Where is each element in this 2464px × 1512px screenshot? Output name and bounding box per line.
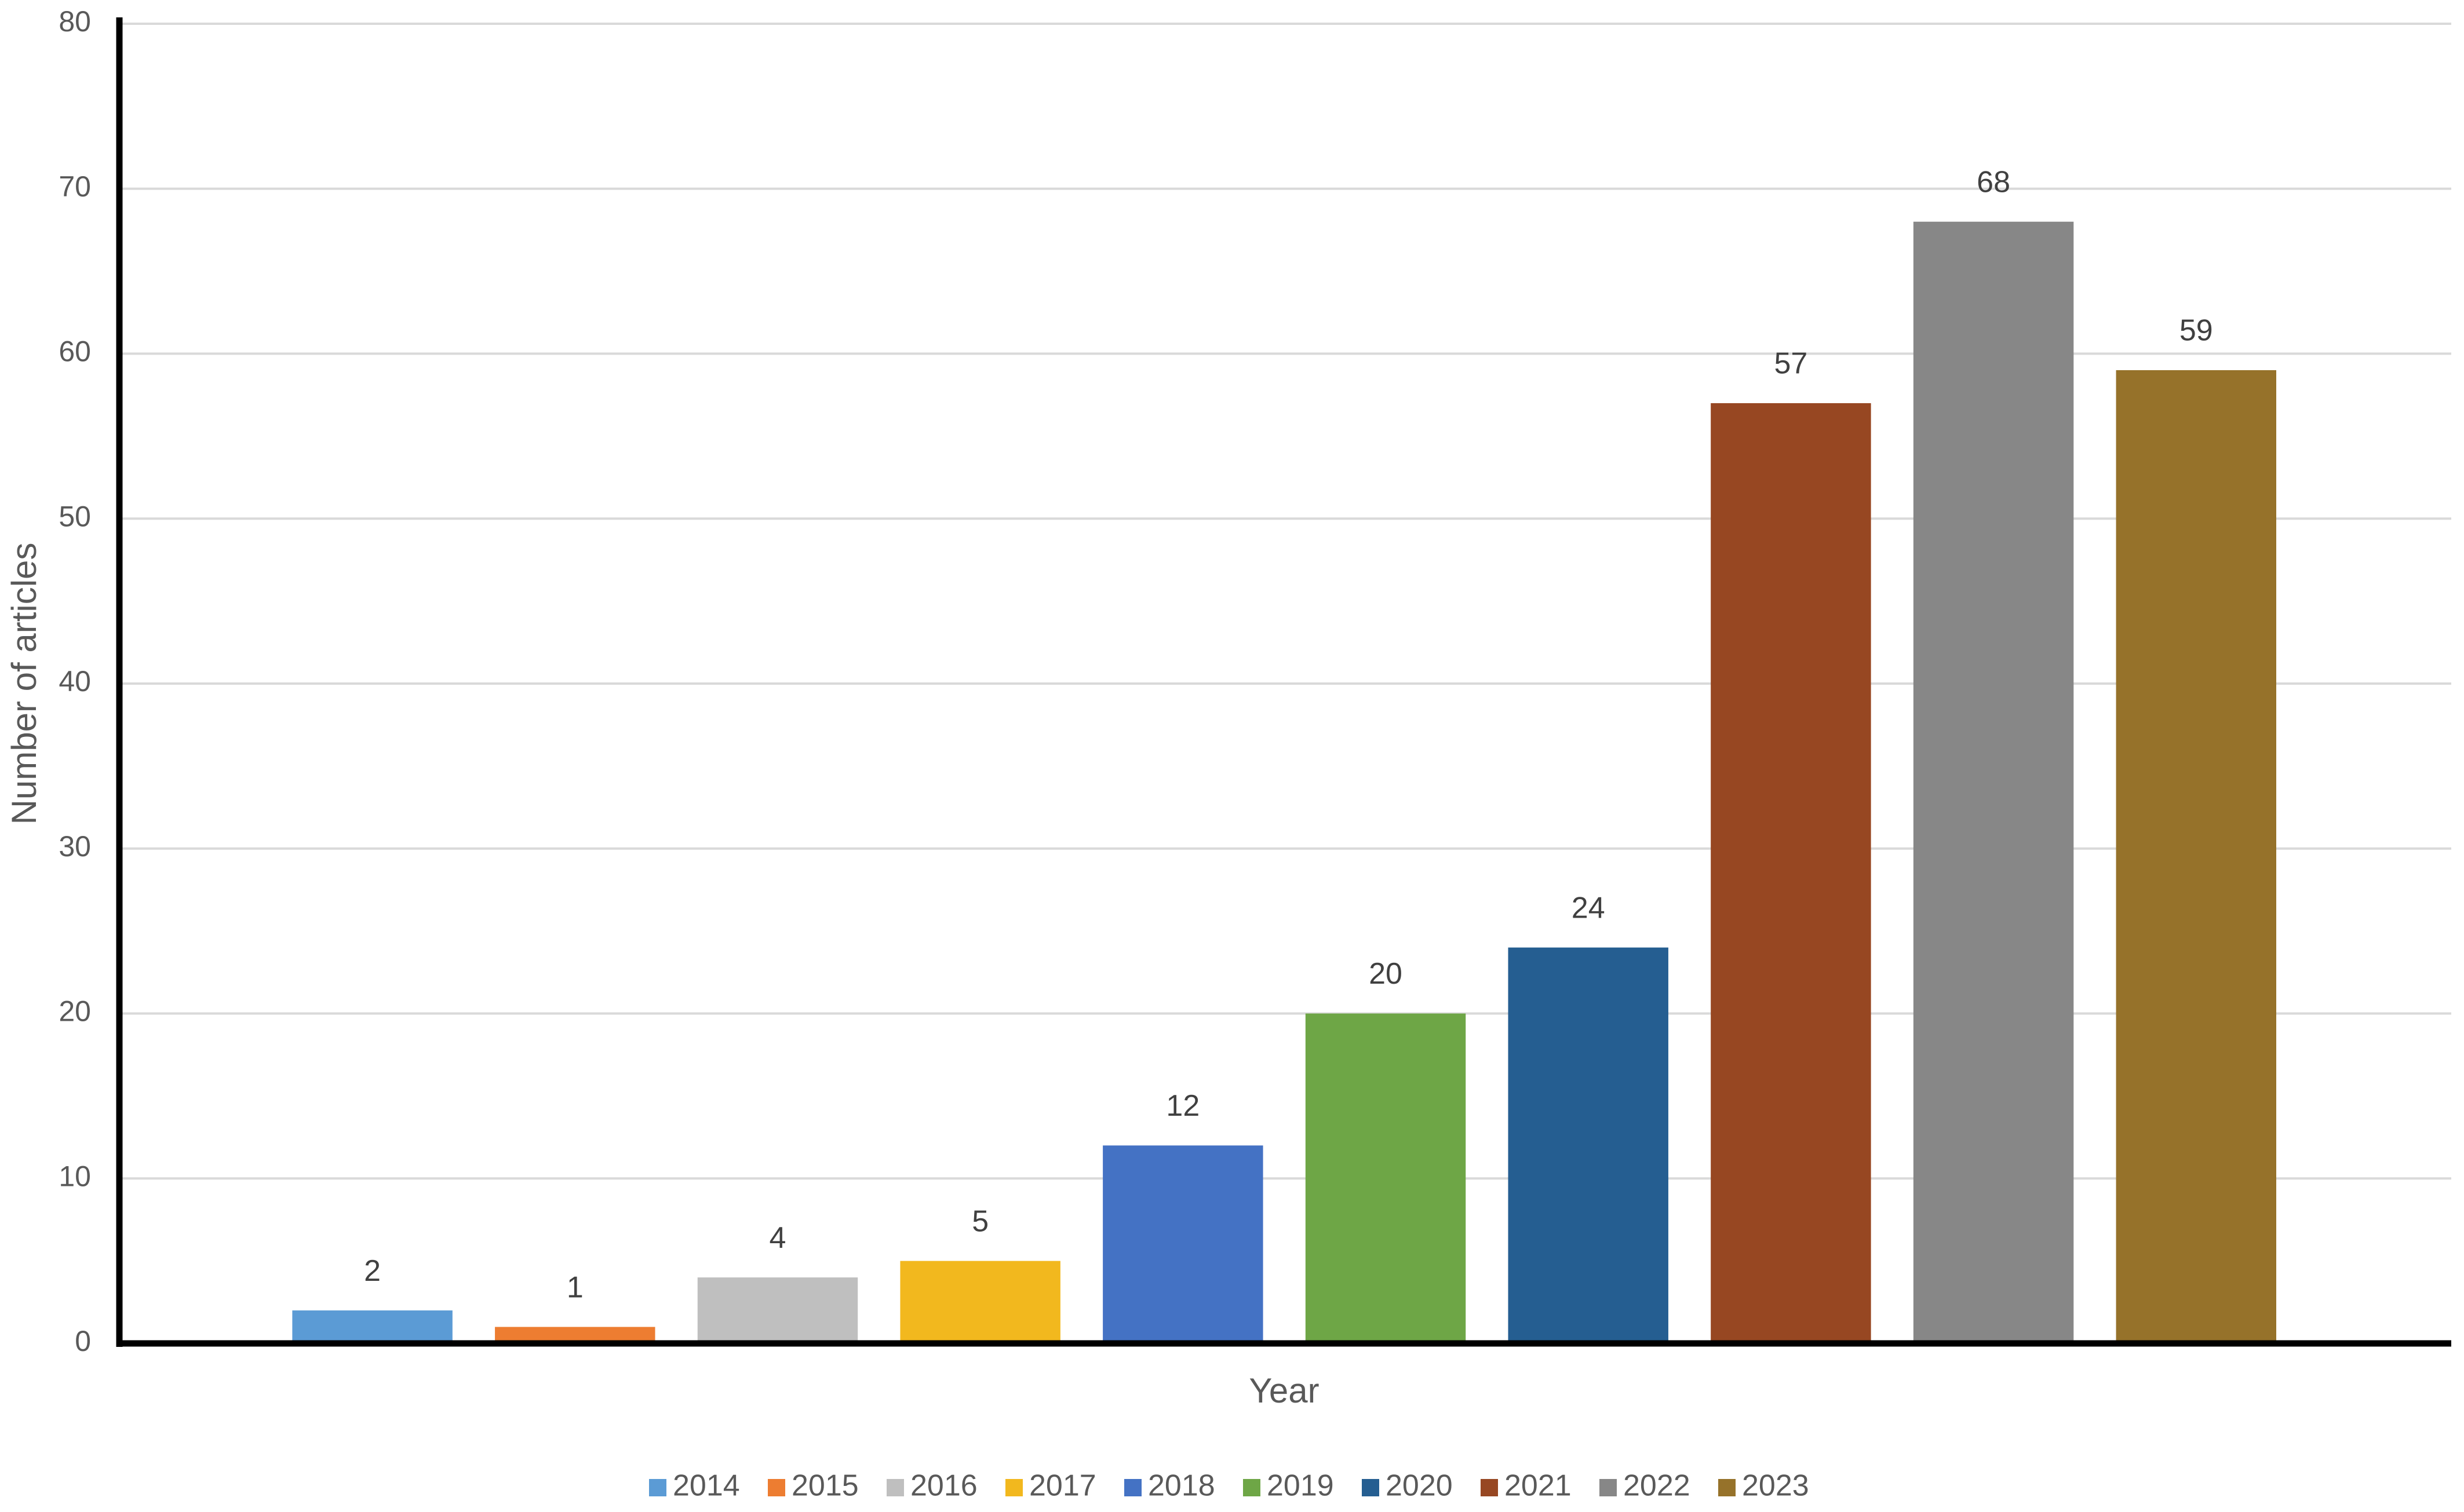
y-tick-label: 80: [59, 5, 91, 38]
y-tick-label: 20: [59, 995, 91, 1028]
bar: [1305, 1013, 1466, 1343]
legend-label: 2014: [673, 1469, 740, 1503]
data-label: 68: [1977, 165, 2010, 199]
legend-swatch: [649, 1479, 666, 1496]
legend-label: 2018: [1148, 1469, 1215, 1503]
bar: [697, 1277, 858, 1343]
y-tick-label: 0: [75, 1325, 91, 1357]
data-label: 57: [1774, 347, 1807, 381]
data-label: 24: [1572, 891, 1605, 925]
legend-swatch: [1124, 1479, 1142, 1496]
legend-label: 2020: [1386, 1469, 1453, 1503]
y-tick-label: 50: [59, 500, 91, 532]
data-label: 2: [364, 1254, 381, 1288]
legend-swatch: [1718, 1479, 1736, 1496]
legend-swatch: [1005, 1479, 1023, 1496]
legend-swatch: [768, 1479, 785, 1496]
legend-label: 2016: [910, 1469, 978, 1503]
legend-swatch: [1481, 1479, 1498, 1496]
bar: [1103, 1145, 1263, 1343]
bar: [2116, 370, 2276, 1343]
data-label: 12: [1166, 1089, 1200, 1123]
y-tick-label: 60: [59, 335, 91, 368]
bar: [292, 1310, 453, 1343]
bar: [1913, 221, 2074, 1344]
y-tick-label: 70: [59, 170, 91, 203]
bar: [1711, 403, 1871, 1343]
y-tick-label: 30: [59, 830, 91, 863]
legend-swatch: [1362, 1479, 1379, 1496]
legend-label: 2021: [1504, 1469, 1572, 1503]
data-label: 59: [2179, 314, 2213, 348]
data-label: 5: [972, 1204, 989, 1238]
legend-label: 2015: [792, 1469, 859, 1503]
data-label: 4: [770, 1221, 786, 1255]
legend-label: 2019: [1267, 1469, 1334, 1503]
bar: [1508, 947, 1668, 1343]
y-tick-label: 40: [59, 665, 91, 697]
y-tick-label: 10: [59, 1160, 91, 1192]
legend-swatch: [887, 1479, 904, 1496]
data-label: 20: [1369, 957, 1402, 991]
y-axis-title: Number of articles: [5, 543, 43, 825]
legend-label: 2017: [1029, 1469, 1096, 1503]
legend-swatch: [1599, 1479, 1617, 1496]
x-axis-title: Year: [1249, 1371, 1319, 1410]
legend-swatch: [1243, 1479, 1260, 1496]
legend-label: 2023: [1742, 1469, 1809, 1503]
bar: [900, 1261, 1060, 1343]
data-label: 1: [567, 1270, 584, 1304]
legend-label: 2022: [1623, 1469, 1690, 1503]
